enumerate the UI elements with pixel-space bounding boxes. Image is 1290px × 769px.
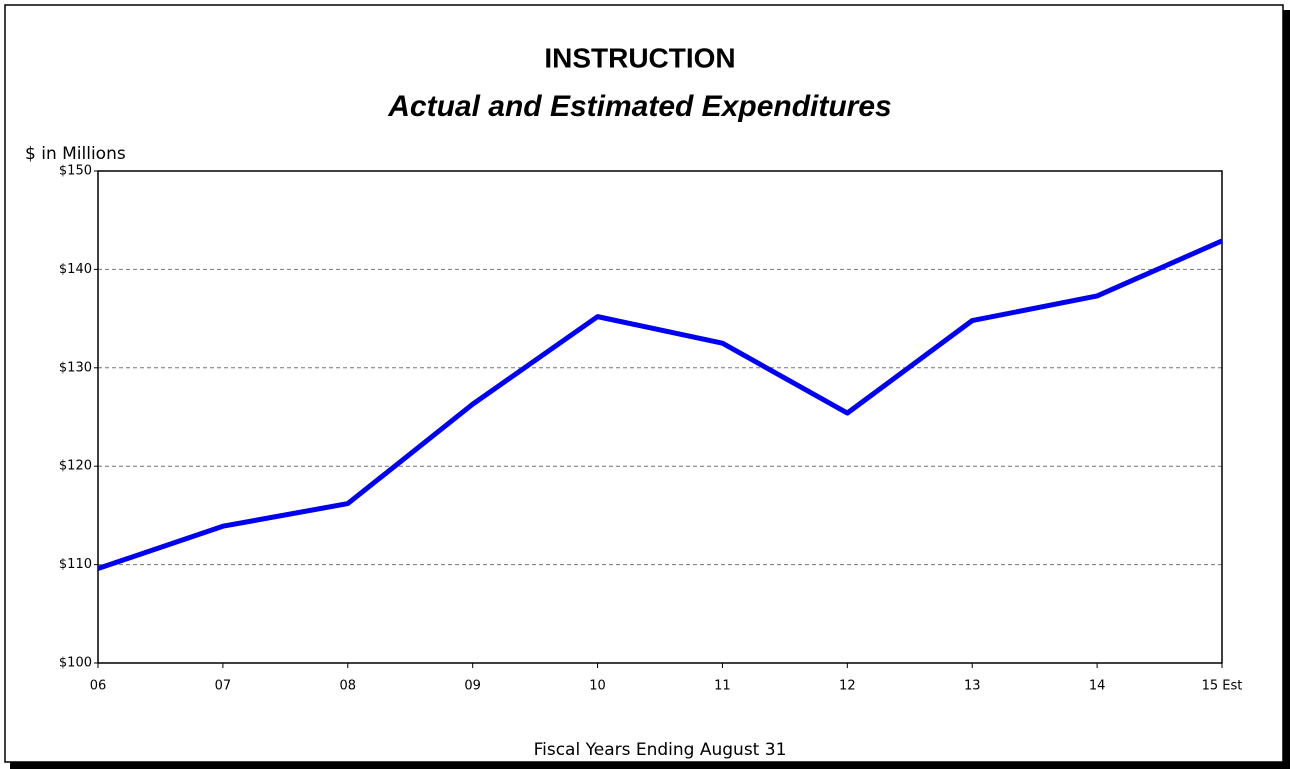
y-tick-label: $100 bbox=[59, 656, 92, 671]
y-tick-label: $150 bbox=[59, 164, 92, 179]
y-tick-label: $120 bbox=[59, 459, 92, 474]
plot-border bbox=[97, 170, 1223, 664]
y-tick-label: $110 bbox=[59, 557, 92, 572]
x-tick-label: 12 bbox=[839, 679, 856, 694]
x-tick-label: 07 bbox=[215, 679, 232, 694]
line bbox=[97, 238, 1224, 571]
x-tick-label: 15 Est bbox=[1202, 679, 1243, 694]
y-tick-label: $140 bbox=[59, 262, 92, 277]
x-tick-label: 14 bbox=[1089, 679, 1106, 694]
chart-title: INSTRUCTION bbox=[544, 42, 735, 73]
x-axis-label: Fiscal Years Ending August 31 bbox=[534, 740, 787, 760]
x-tick-label: 06 bbox=[90, 679, 107, 694]
x-tick-label: 13 bbox=[964, 679, 981, 694]
y-tick-label: $130 bbox=[59, 360, 92, 375]
x-tick-label: 08 bbox=[340, 679, 357, 694]
x-tick-label: 10 bbox=[589, 679, 606, 694]
frame bbox=[4, 4, 1284, 763]
x-tick-label: 11 bbox=[714, 679, 731, 694]
x-tick-label: 09 bbox=[464, 679, 481, 694]
chart-subtitle: Actual and Estimated Expenditures bbox=[387, 90, 891, 123]
y-axis-label: $ in Millions bbox=[25, 144, 126, 164]
